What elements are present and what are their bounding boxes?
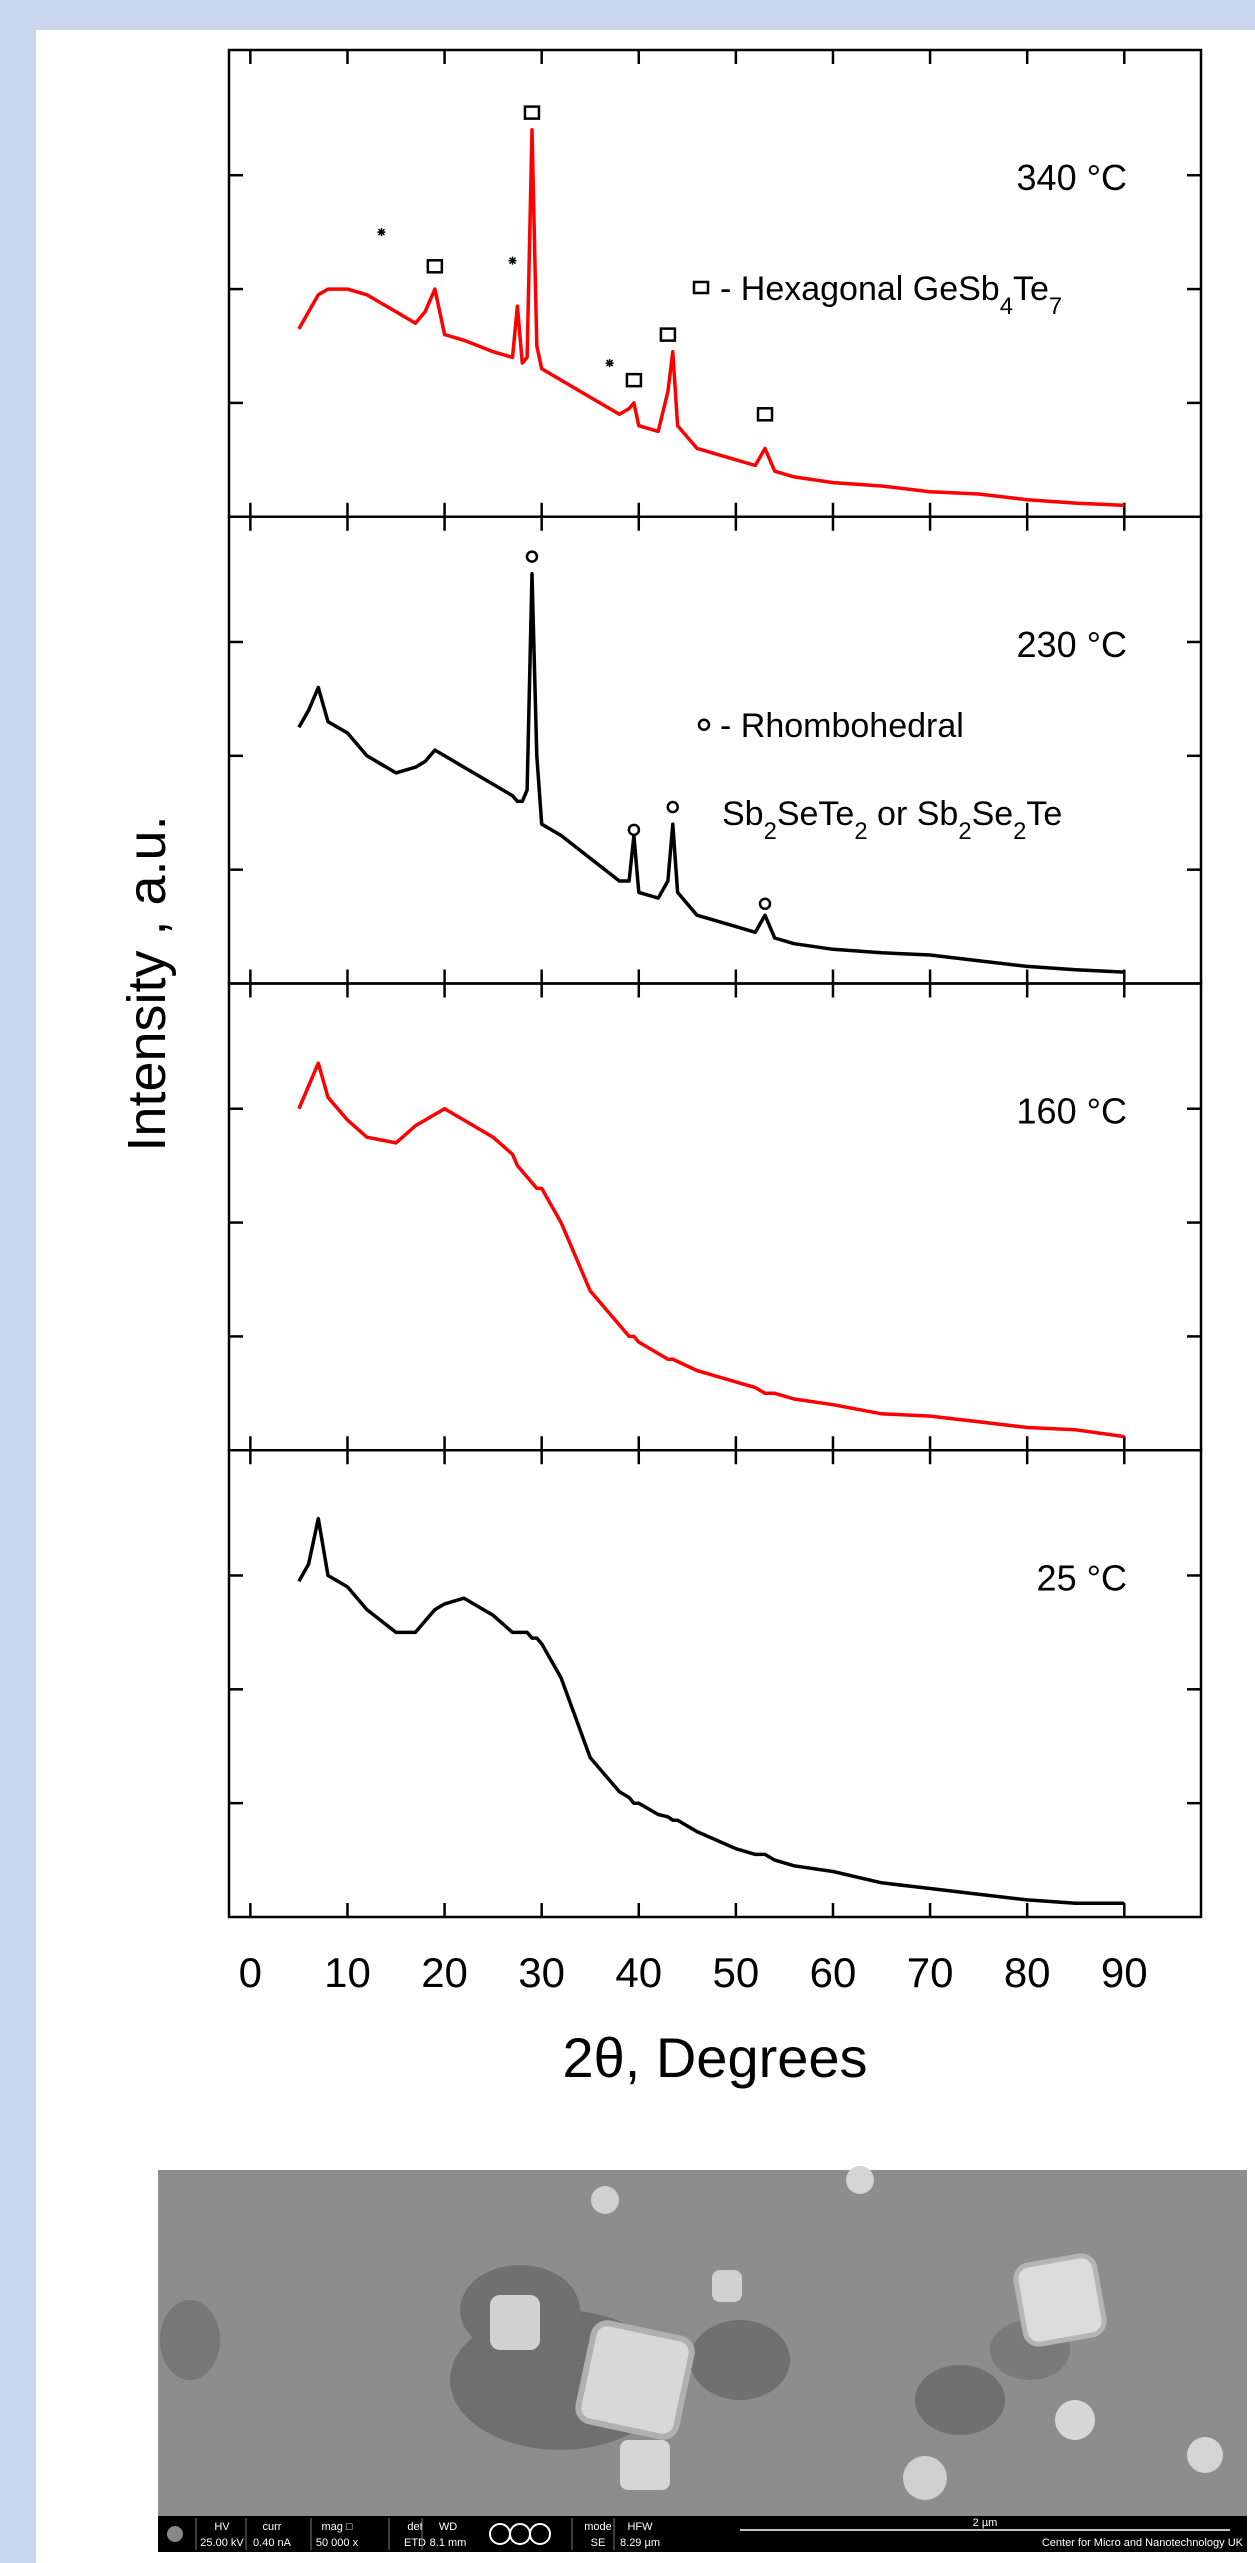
spectrum-line	[297, 1516, 1125, 1906]
x-tick-label: 40	[615, 1949, 662, 1996]
legend-text: Sb2SeTe2 or Sb2Se2Te	[722, 795, 1062, 845]
temperature-label: 25 °C	[1037, 1557, 1127, 1598]
peak-marker	[605, 359, 614, 368]
legend-marker	[697, 718, 711, 731]
peak-marker	[625, 372, 643, 388]
sem-footer-label: det	[407, 2521, 422, 2533]
peak-marker	[525, 550, 539, 563]
sem-crystal	[1055, 2400, 1095, 2440]
sem-crystal	[591, 2186, 619, 2214]
x-tick-label: 80	[1004, 1949, 1051, 1996]
sem-scale-text: 2 µm	[973, 2517, 998, 2529]
sem-footer-value: ETD	[404, 2537, 426, 2549]
spectrum-line	[297, 571, 1125, 974]
x-tick-label: 30	[518, 1949, 565, 1996]
y-axis-label: Intensity , a.u.	[117, 815, 177, 1151]
peak-marker	[758, 897, 772, 911]
legend-text: - Rhombohedral	[720, 707, 964, 745]
sem-footer-value: 25.00 kV	[200, 2537, 244, 2549]
x-tick-label: 90	[1101, 1949, 1148, 1996]
x-tick-label: 10	[324, 1949, 371, 1996]
sem-shadow	[915, 2365, 1005, 2435]
sem-logo	[529, 2523, 551, 2545]
spectrum-line	[297, 127, 1125, 508]
sem-crystal	[1187, 2437, 1223, 2473]
peak-marker	[508, 256, 517, 265]
spectrum-line	[297, 1061, 1125, 1439]
sem-institution: Center for Micro and Nanotechnology UK	[1042, 2537, 1244, 2549]
peak-marker	[426, 259, 444, 274]
x-tick-label: 20	[421, 1949, 468, 1996]
sem-footer-value: 50 000 x	[316, 2537, 359, 2549]
sem-crystal	[1013, 2253, 1107, 2347]
peak-marker	[523, 105, 541, 120]
sem-shadow	[690, 2320, 790, 2400]
temperature-label: 230 °C	[1017, 624, 1127, 665]
peak-marker	[666, 800, 680, 814]
sem-footer-value: 0.40 nA	[253, 2537, 292, 2549]
temperature-label: 160 °C	[1017, 1091, 1127, 1132]
sem-crystal	[575, 2320, 695, 2440]
sem-icon	[167, 2526, 183, 2542]
sem-crystal	[903, 2456, 947, 2500]
x-tick-label: 0	[239, 1949, 262, 1996]
peak-marker	[377, 228, 386, 237]
x-tick-label: 70	[907, 1949, 954, 1996]
peak-marker	[627, 823, 641, 837]
sem-footer-label: HV	[214, 2521, 230, 2533]
sem-crystal	[712, 2270, 742, 2302]
peak-marker	[659, 327, 677, 342]
sem-footer-label: WD	[439, 2521, 457, 2533]
temperature-label: 340 °C	[1017, 157, 1127, 198]
panel-frame	[227, 1449, 1203, 1919]
sem-footer-value: 8.1 mm	[430, 2537, 467, 2549]
x-tick-label: 60	[810, 1949, 857, 1996]
sem-footer-value: SE	[591, 2537, 606, 2549]
sem-footer-label: mode	[584, 2521, 612, 2533]
sem-footer-value: 8.29 µm	[620, 2537, 660, 2549]
x-axis-label: 2θ, Degrees	[562, 2026, 867, 2089]
peak-marker	[756, 407, 774, 422]
sem-footer	[158, 2516, 1247, 2552]
sem-footer-label: HFW	[627, 2521, 653, 2533]
sem-crystal	[490, 2295, 540, 2350]
legend-text: - Hexagonal GeSb4Te7	[720, 270, 1062, 320]
sem-crystal	[620, 2440, 670, 2490]
legend-marker	[692, 280, 710, 295]
card	[36, 30, 1255, 2563]
sem-footer-label: curr	[263, 2521, 282, 2533]
x-tick-label: 50	[713, 1949, 760, 1996]
sem-crystal	[846, 2166, 874, 2194]
sem-shadow	[160, 2300, 220, 2380]
sem-image: HV 25.00 kV curr 0.40 nA mag □ 50 000 x det ETD…	[158, 2166, 1247, 2552]
sem-footer-label: mag □	[321, 2521, 352, 2533]
